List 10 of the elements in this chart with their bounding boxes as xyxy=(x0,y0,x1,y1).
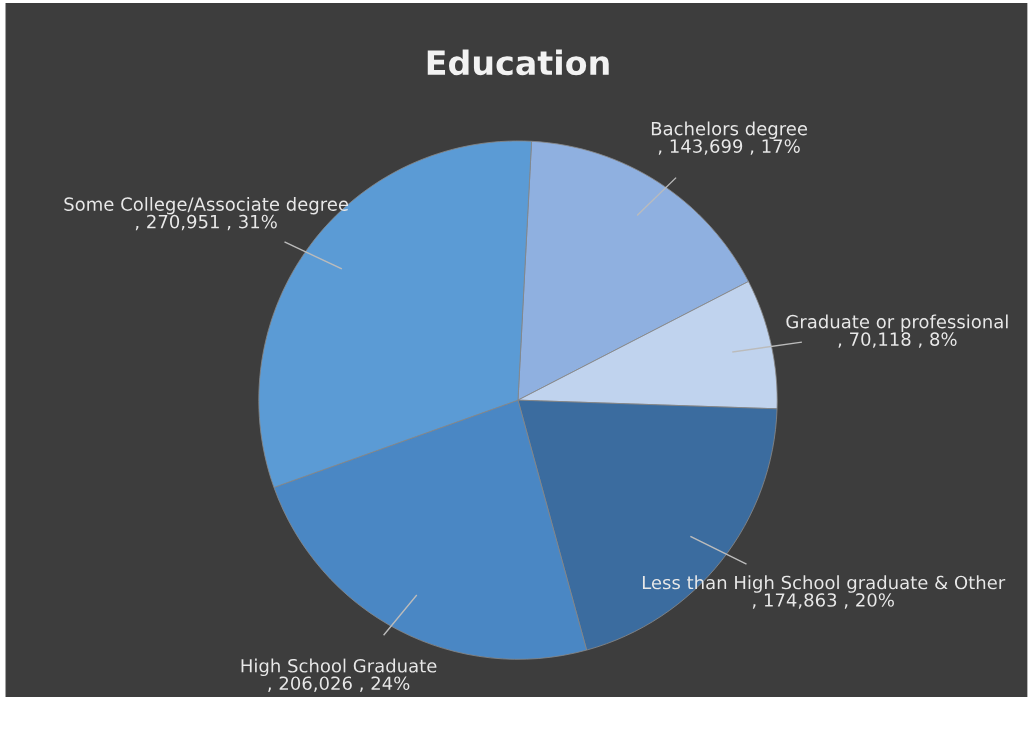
data-label: , 174,863 , 20% xyxy=(752,593,894,609)
data-label: , 270,951 , 31% xyxy=(135,214,277,231)
slice-label: Some College/Associate degree xyxy=(64,196,349,215)
slice-label: High School Graduate xyxy=(241,658,437,677)
slice-label: Graduate or professional xyxy=(786,314,1008,332)
data-label: , 206,026 , 24% xyxy=(268,676,410,692)
chart-title: Education xyxy=(427,49,609,76)
data-label: , 143,699 , 17% xyxy=(658,139,800,155)
slice-label: Bachelors degree xyxy=(651,121,808,139)
data-label: , 70,118 , 8% xyxy=(838,332,957,348)
